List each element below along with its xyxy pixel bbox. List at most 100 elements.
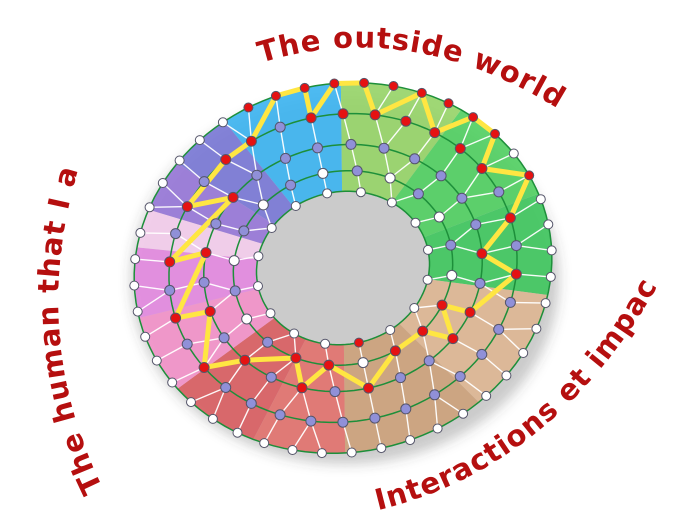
node-ring3-13[interactable] — [262, 336, 274, 348]
node-ring0-33[interactable] — [132, 306, 143, 317]
node-ring3-15[interactable] — [229, 285, 241, 297]
node-ring0-23[interactable] — [346, 447, 357, 458]
node-ring2-8[interactable] — [474, 277, 486, 289]
node-ring2-5[interactable] — [456, 192, 468, 204]
node-ring0-37[interactable] — [144, 202, 155, 213]
node-ring4-10[interactable] — [289, 328, 300, 339]
node-ring1-32[interactable] — [245, 135, 257, 147]
node-ring2-3[interactable] — [409, 153, 421, 165]
node-ring2-25[interactable] — [280, 152, 291, 164]
node-ring0-25[interactable] — [287, 445, 298, 455]
node-ring3-0[interactable] — [317, 167, 329, 179]
node-ring0-39[interactable] — [174, 155, 185, 166]
node-ring0-31[interactable] — [151, 355, 162, 366]
node-ring1-28[interactable] — [170, 228, 182, 240]
node-ring0-7[interactable] — [490, 128, 500, 139]
node-ring1-12[interactable] — [493, 323, 505, 335]
node-ring1-4[interactable] — [429, 127, 441, 139]
node-ring1-6[interactable] — [476, 163, 488, 174]
node-ring4-1[interactable] — [355, 187, 366, 198]
node-ring1-25[interactable] — [170, 312, 182, 324]
node-ring2-7[interactable] — [476, 248, 488, 260]
node-ring4-13[interactable] — [253, 251, 264, 262]
node-ring2-6[interactable] — [470, 219, 482, 231]
node-ring1-9[interactable] — [510, 240, 522, 252]
node-ring2-17[interactable] — [239, 354, 251, 366]
node-ring3-4[interactable] — [433, 211, 445, 223]
node-ring2-20[interactable] — [198, 276, 210, 288]
node-ring0-3[interactable] — [388, 81, 399, 91]
node-ring4-5[interactable] — [422, 274, 433, 285]
node-ring1-3[interactable] — [400, 115, 412, 127]
node-ring1-26[interactable] — [164, 284, 176, 296]
node-ring2-21[interactable] — [200, 247, 212, 259]
node-ring0-17[interactable] — [501, 370, 512, 381]
node-ring1-24[interactable] — [181, 338, 193, 350]
node-ring0-38[interactable] — [157, 178, 168, 188]
node-ring0-41[interactable] — [217, 117, 228, 128]
node-ring2-11[interactable] — [423, 355, 435, 367]
node-ring2-10[interactable] — [447, 333, 459, 345]
node-ring4-15[interactable] — [290, 201, 301, 211]
node-ring3-14[interactable] — [241, 313, 253, 325]
node-ring0-43[interactable] — [270, 90, 281, 101]
node-ring2-9[interactable] — [464, 306, 476, 318]
node-ring0-10[interactable] — [535, 194, 546, 205]
node-ring0-2[interactable] — [359, 77, 370, 88]
node-ring0-11[interactable] — [543, 219, 554, 230]
node-ring0-29[interactable] — [186, 397, 196, 408]
node-ring1-7[interactable] — [493, 186, 505, 198]
node-ring0-27[interactable] — [232, 427, 243, 438]
node-ring4-11[interactable] — [265, 308, 276, 319]
node-ring1-22[interactable] — [220, 382, 232, 393]
node-ring1-33[interactable] — [274, 121, 286, 133]
node-ring2-0[interactable] — [312, 142, 323, 154]
node-ring3-1[interactable] — [351, 165, 363, 177]
node-ring4-9[interactable] — [320, 338, 331, 349]
node-ring3-7[interactable] — [436, 299, 448, 311]
node-ring1-27[interactable] — [164, 256, 176, 268]
node-ring4-6[interactable] — [409, 303, 420, 313]
node-ring3-11[interactable] — [323, 359, 335, 371]
node-ring4-2[interactable] — [386, 197, 397, 208]
node-ring4-3[interactable] — [410, 217, 421, 228]
node-ring4-8[interactable] — [353, 337, 364, 348]
node-ring1-29[interactable] — [181, 201, 193, 213]
node-ring0-24[interactable] — [316, 448, 327, 459]
node-ring0-12[interactable] — [546, 245, 557, 256]
node-ring3-10[interactable] — [357, 357, 369, 369]
node-ring2-4[interactable] — [435, 170, 447, 182]
node-ring1-1[interactable] — [337, 108, 349, 120]
node-ring0-13[interactable] — [545, 271, 556, 282]
node-ring2-16[interactable] — [265, 371, 277, 383]
node-ring0-26[interactable] — [259, 438, 270, 449]
node-ring0-16[interactable] — [518, 348, 529, 358]
node-ring0-40[interactable] — [194, 135, 205, 146]
node-ring3-5[interactable] — [445, 239, 457, 251]
node-ring1-2[interactable] — [369, 109, 381, 121]
node-ring0-30[interactable] — [167, 377, 178, 388]
node-ring2-12[interactable] — [395, 372, 406, 384]
node-ring1-11[interactable] — [504, 296, 516, 308]
node-ring3-19[interactable] — [285, 179, 297, 191]
node-ring4-7[interactable] — [385, 325, 396, 335]
node-ring0-32[interactable] — [140, 331, 151, 342]
node-ring0-6[interactable] — [468, 112, 479, 123]
node-ring1-0[interactable] — [305, 112, 317, 124]
node-ring3-12[interactable] — [290, 352, 302, 364]
node-ring1-17[interactable] — [369, 412, 381, 424]
node-ring1-23[interactable] — [198, 362, 210, 373]
node-ring1-15[interactable] — [429, 389, 441, 401]
node-ring1-14[interactable] — [454, 371, 466, 382]
node-ring2-13[interactable] — [363, 382, 374, 394]
node-ring0-42[interactable] — [243, 102, 254, 113]
node-ring1-13[interactable] — [476, 348, 488, 360]
node-ring0-18[interactable] — [481, 390, 492, 401]
node-ring0-14[interactable] — [540, 298, 551, 309]
node-ring0-28[interactable] — [207, 413, 218, 424]
node-ring1-10[interactable] — [510, 268, 522, 280]
node-ring0-1[interactable] — [329, 78, 340, 89]
node-ring2-24[interactable] — [251, 169, 263, 181]
node-ring1-31[interactable] — [220, 154, 232, 165]
node-ring1-16[interactable] — [400, 403, 412, 415]
